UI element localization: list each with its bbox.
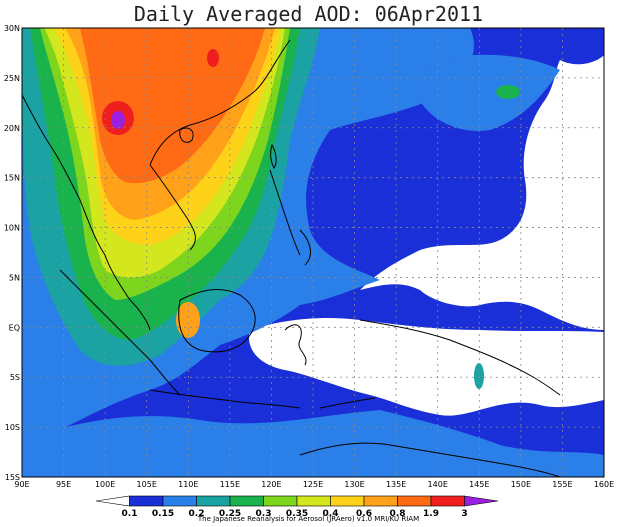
coastlines: [21, 39, 561, 478]
aod-feature-borneo-orange: [176, 302, 200, 338]
lon-tick-label: 125E: [303, 480, 323, 489]
credit-text: The Japanese Reanalysis for Aerosol (JRA…: [197, 515, 420, 523]
colorbar-below-triangle: [95, 495, 130, 507]
colorbar-swatch: [129, 495, 164, 507]
coastline-taiwan: [270, 143, 277, 169]
clear-area-ng: [249, 318, 604, 416]
coastline-sumatra: [59, 269, 181, 396]
lon-tick-label: 120E: [261, 480, 281, 489]
lat-tick-label: 15N: [4, 174, 20, 183]
coastline-china: [149, 39, 291, 166]
colorbar-label: 0.15: [152, 509, 174, 519]
lon-tick-label: 105E: [137, 480, 157, 489]
coastline-australia-north: [299, 442, 561, 478]
lat-tick-label: 10N: [4, 224, 20, 233]
lon-tick-label: 130E: [344, 480, 364, 489]
lon-tick-label: 100E: [95, 480, 115, 489]
colorbar: [95, 495, 499, 507]
lon-tick-label: 135E: [386, 480, 406, 489]
coastline-png: [359, 319, 561, 396]
lat-tick-label: EQ: [9, 323, 20, 332]
lon-tick-label: 90E: [14, 480, 29, 489]
colorbar-label: 0.25: [219, 509, 241, 519]
colorbar-swatch: [330, 495, 365, 507]
lat-tick-label: 5N: [9, 273, 20, 282]
lat-tick-label: 30N: [4, 24, 20, 33]
coastline-philippines: [269, 169, 311, 266]
lat-tick-label: 25N: [4, 74, 20, 83]
colorbar-label: 0.4: [323, 509, 339, 519]
lon-tick-label: 150E: [511, 480, 531, 489]
colorbar-labels: 0.1 0.15 0.2 0.25 0.3 0.35 0.4 0.6 0.8 1.9 3: [122, 509, 468, 519]
lon-tick-label: 155E: [552, 480, 572, 489]
colorbar-label: 0.8: [390, 509, 406, 519]
colorbar-swatch: [263, 495, 298, 507]
colorbar-swatch: [397, 495, 432, 507]
lon-tick-label: 140E: [428, 480, 448, 489]
colorbar-swatch: [229, 495, 264, 507]
colorbar-label: 1.9: [423, 509, 439, 519]
aod-region-0.15-ne: [418, 54, 560, 131]
lat-tick-label: 10S: [5, 423, 20, 432]
coastline-timor: [319, 397, 376, 409]
coastline-indochina: [21, 94, 196, 331]
colorbar-swatch: [430, 495, 465, 507]
lon-tick-label: 145E: [469, 480, 489, 489]
colorbar-label: 0.3: [256, 509, 272, 519]
map-frame: [21, 27, 605, 478]
colorbar-swatch: [296, 495, 331, 507]
colorbar-swatch: [196, 495, 231, 507]
coastline-sulawesi: [284, 324, 307, 366]
aod-feature-ne-green: [496, 85, 520, 99]
aod-region-3-core: [111, 111, 125, 129]
lat-tick-label: 5S: [10, 373, 20, 382]
aod-region-1.9-hotspot-north: [207, 49, 219, 67]
lat-tick-label: 15S: [5, 473, 20, 482]
lon-tick-label: 95E: [56, 480, 71, 489]
map-title: Daily Averaged AOD: 06Apr2011: [133, 2, 484, 26]
colorbar-label: 0.2: [189, 509, 205, 519]
longitude-tick-labels: 90E 95E 100E 105E 110E 115E 120E 125E 130E 135E 14…: [14, 480, 614, 489]
map-gridlines: [22, 28, 604, 477]
lat-tick-label: 20N: [4, 124, 20, 133]
clear-area-east: [360, 55, 604, 330]
lon-tick-label: 110E: [178, 480, 198, 489]
coastline-hainan: [179, 127, 194, 143]
colorbar-swatch: [162, 495, 197, 507]
aod-region-0.8: [80, 28, 265, 184]
latitude-tick-labels: 30N 25N 20N 15N 10N 5N EQ 5S 10S 15S: [4, 24, 20, 482]
colorbar-label: 0.35: [286, 509, 308, 519]
lon-tick-label: 160E: [594, 480, 614, 489]
colorbar-label: 0.1: [122, 509, 138, 519]
coastline-borneo: [178, 289, 256, 353]
lon-tick-label: 115E: [220, 480, 240, 489]
coastline-java: [149, 389, 301, 409]
colorbar-label: 3: [461, 509, 467, 519]
colorbar-swatch: [363, 495, 398, 507]
colorbar-label: 0.6: [356, 509, 372, 519]
colorbar-swatch: [464, 495, 499, 507]
